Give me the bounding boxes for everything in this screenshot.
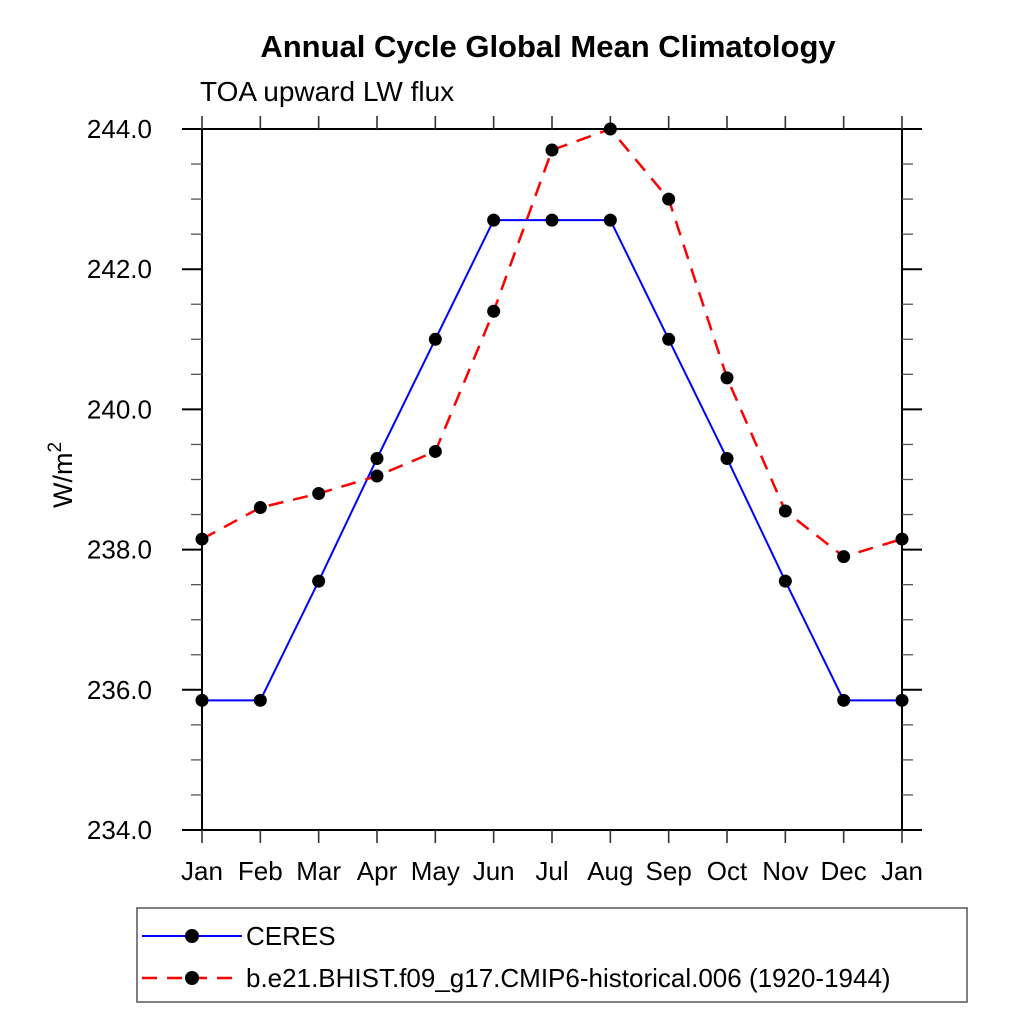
y-axis-title: W/m2 — [45, 442, 78, 508]
y-tick-label: 238.0 — [87, 535, 152, 565]
data-point-marker — [487, 213, 501, 227]
legend-box — [136, 907, 968, 1003]
x-tick-label: Aug — [587, 856, 633, 886]
x-tick-label: Jan — [181, 856, 223, 886]
chart-subtitle: TOA upward LW flux — [200, 76, 454, 107]
y-tick-label: 240.0 — [87, 394, 152, 424]
data-point-marker — [720, 451, 734, 465]
x-tick-label: Dec — [821, 856, 867, 886]
data-point-marker — [895, 532, 909, 546]
x-tick-label: Jun — [473, 856, 515, 886]
y-tick-label: 244.0 — [87, 114, 152, 144]
x-tick-label: Feb — [238, 856, 283, 886]
y-tick-label: 236.0 — [87, 675, 152, 705]
data-point-marker — [603, 122, 617, 136]
x-tick-label: Apr — [357, 856, 398, 886]
data-point-marker — [662, 192, 676, 206]
x-tick-label: Jul — [535, 856, 568, 886]
series-layer — [195, 122, 909, 707]
axes-layer: 234.0 236.0 238.0 240.0 242.0 244.0 Jan Feb Mar A… — [87, 114, 923, 886]
series-line-1 — [201, 127, 903, 558]
data-point-marker — [312, 487, 326, 501]
data-point-marker — [603, 213, 617, 227]
y-tick-label: 234.0 — [87, 815, 152, 845]
legend-label-0: CERES — [246, 921, 336, 951]
x-tick-label: Nov — [762, 856, 808, 886]
data-point-marker — [312, 574, 326, 588]
data-point-marker — [195, 693, 209, 707]
data-point-marker — [253, 501, 267, 515]
legend-marker-1 — [185, 971, 199, 985]
data-point-marker — [195, 532, 209, 546]
data-point-marker — [487, 304, 501, 318]
x-tick-label: Jan — [881, 856, 923, 886]
chart-title: Annual Cycle Global Mean Climatology — [260, 29, 836, 64]
data-point-marker — [370, 451, 384, 465]
y-axis-title-superscript: 2 — [45, 442, 66, 453]
x-tick-label: Oct — [707, 856, 748, 886]
data-point-marker — [428, 444, 442, 458]
legend-label-1: b.e21.BHIST.f09_g17.CMIP6-historical.006… — [246, 963, 891, 993]
data-point-marker — [837, 550, 851, 564]
data-point-marker — [837, 693, 851, 707]
y-axis-title-base: W/m — [48, 453, 78, 508]
x-tick-label: Mar — [296, 856, 341, 886]
data-point-marker — [778, 574, 792, 588]
data-point-marker — [545, 213, 559, 227]
legend-layer: CERES b.e21.BHIST.f09_g17.CMIP6-historica… — [136, 907, 968, 1003]
data-point-marker — [720, 371, 734, 385]
data-point-marker — [662, 332, 676, 346]
x-tick-label: Sep — [646, 856, 692, 886]
y-tick-label: 242.0 — [87, 254, 152, 284]
series-line-0 — [202, 219, 902, 702]
legend-marker-0 — [185, 929, 199, 943]
data-point-marker — [545, 143, 559, 157]
data-point-marker — [253, 693, 267, 707]
data-point-marker — [428, 332, 442, 346]
data-point-marker — [778, 504, 792, 518]
data-point-marker — [370, 469, 384, 483]
x-tick-label: May — [411, 856, 460, 886]
data-point-marker — [895, 693, 909, 707]
